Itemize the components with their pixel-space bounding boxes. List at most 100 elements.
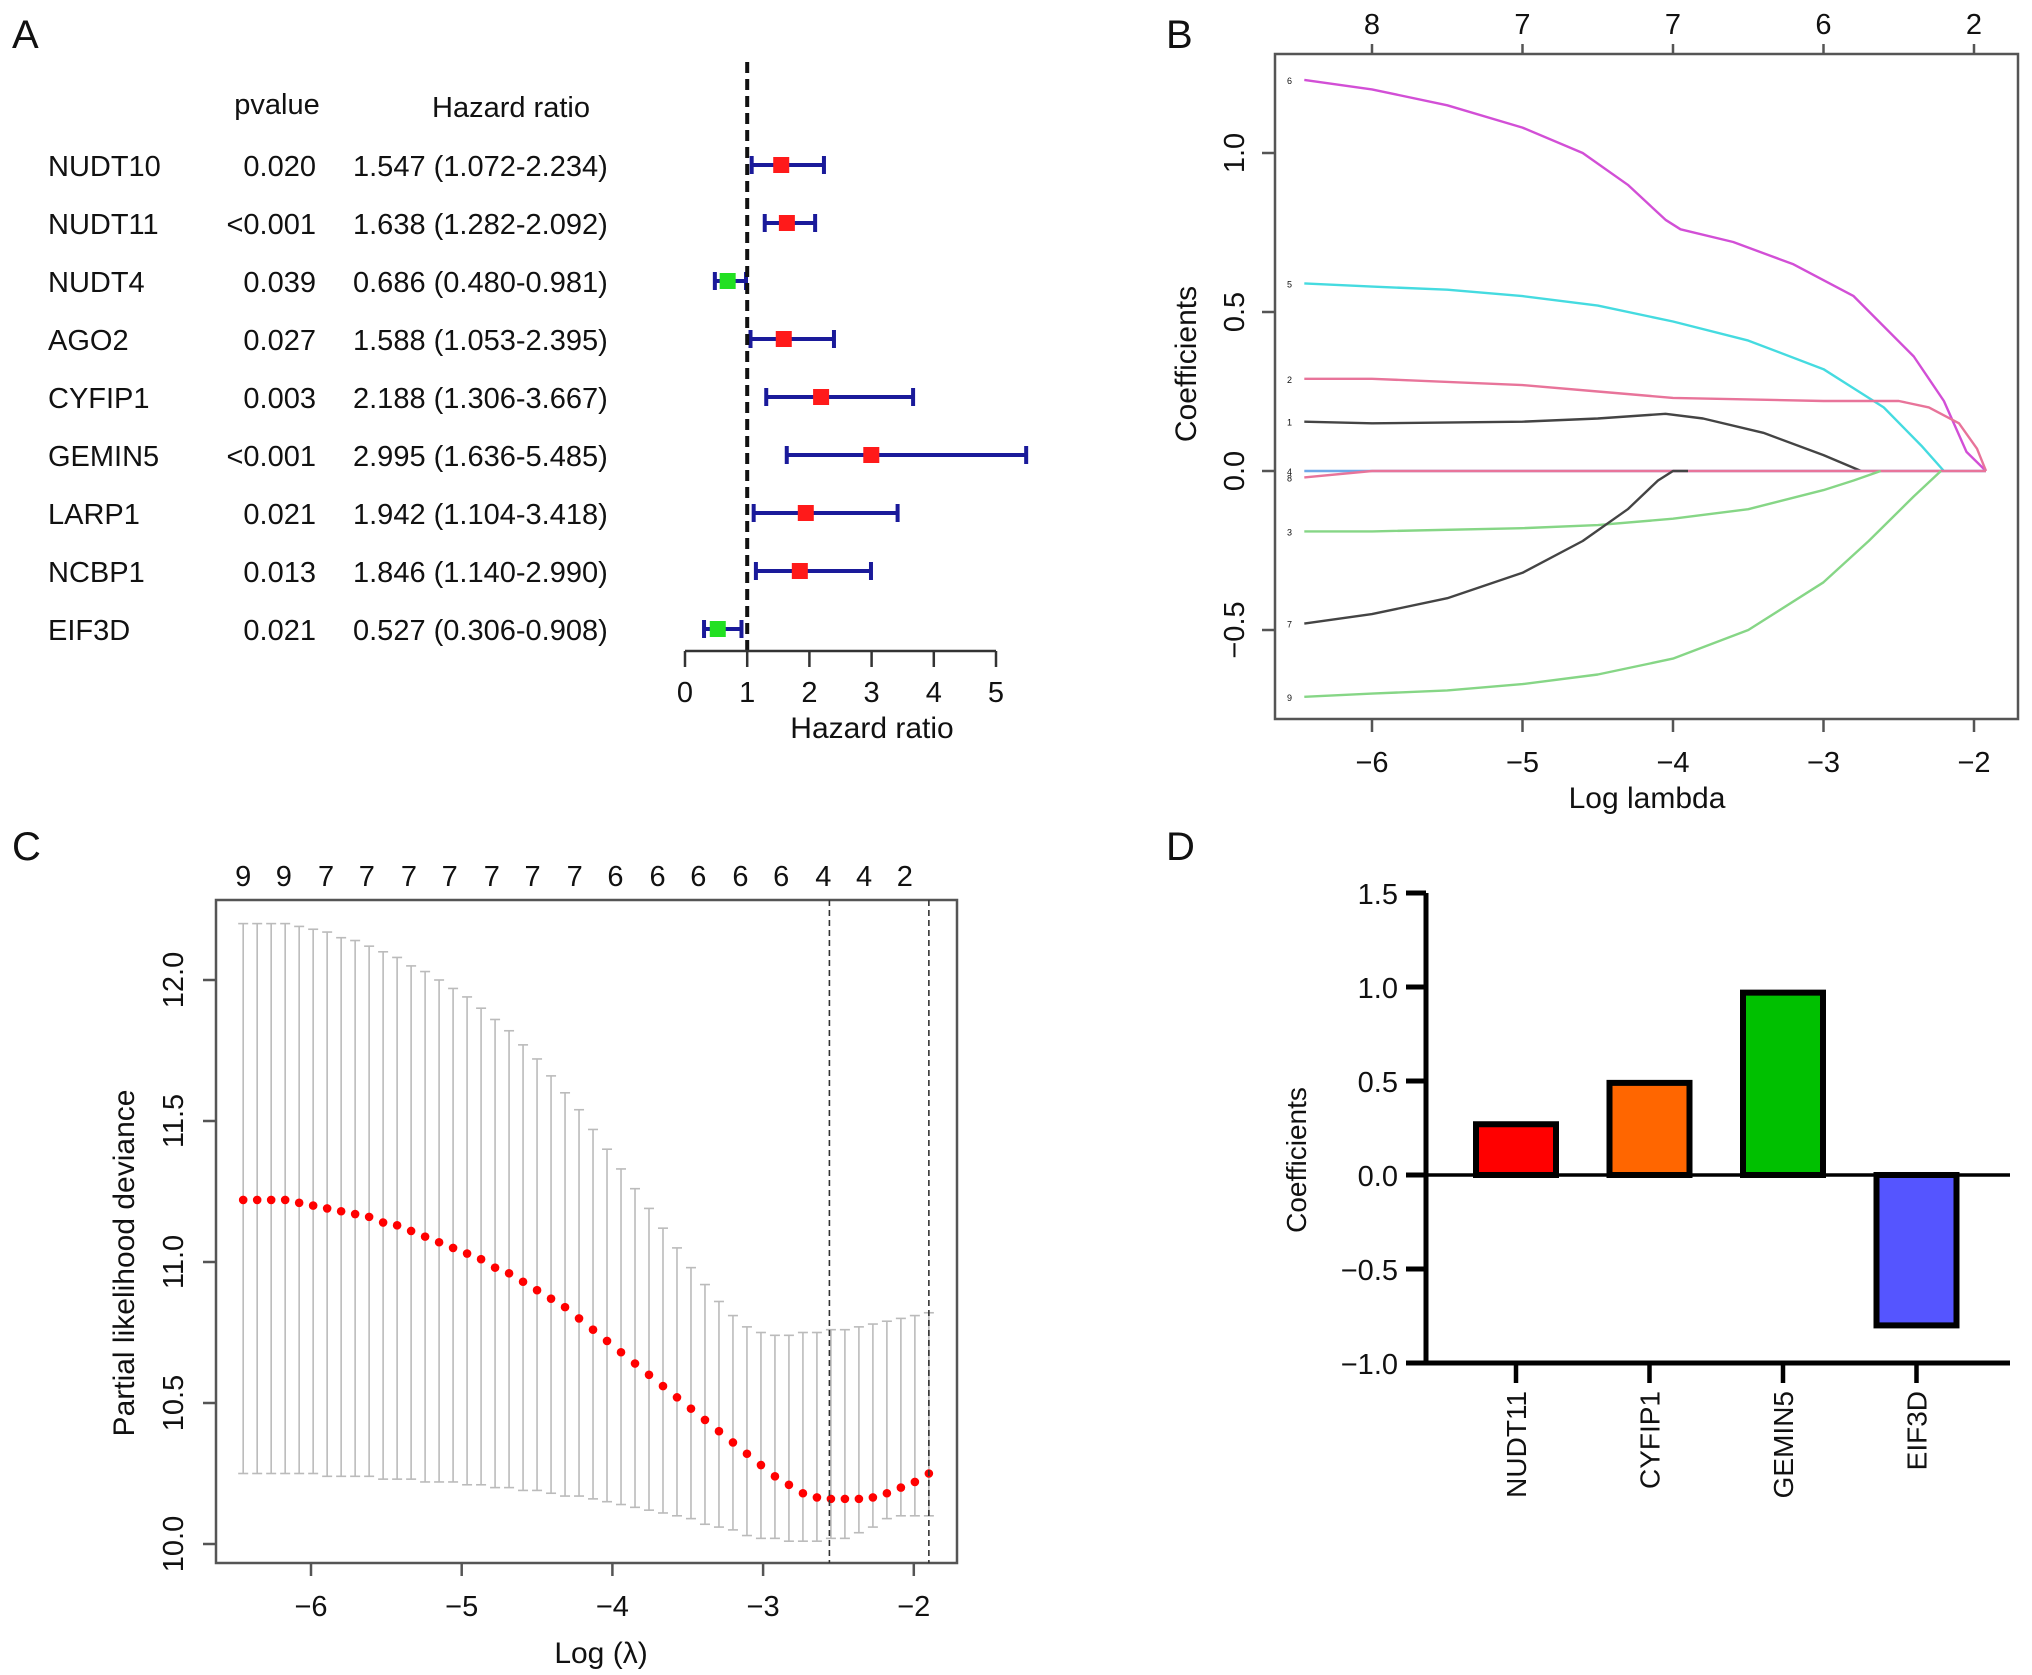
x-tick-label: −5	[445, 1591, 478, 1623]
mean-deviance-point	[616, 1347, 626, 1357]
panel-label-a: A	[12, 13, 39, 57]
pvalue-cell: 0.003	[243, 383, 316, 415]
gene-label: GEMIN5	[48, 441, 159, 473]
path-label: 8	[1287, 473, 1292, 483]
mean-deviance-point	[826, 1494, 836, 1504]
coefficient-path	[1304, 470, 1942, 698]
forest-row: NCBP1 0.013 1.846 (1.140-2.990)	[48, 557, 608, 589]
gene-label: NUDT11	[48, 209, 159, 241]
coefficient-path	[1304, 469, 1986, 479]
cross-validation-panel: −6 −5 −4 −3 −210.010.511.011.512.09 9 7 7 7 7 7 7 7 6…	[108, 861, 959, 1670]
hazard-ratio-header: Hazard ratio	[432, 92, 590, 124]
x-tick-label: −3	[747, 1591, 780, 1623]
path-label: 3	[1287, 527, 1292, 537]
hazard-ratio-cell: 2.995 (1.636-5.485)	[353, 441, 608, 473]
y-tick-label: 11.0	[158, 1235, 190, 1289]
hazard-ratio-cell: 1.846 (1.140-2.990)	[353, 557, 608, 589]
mean-deviance-point	[756, 1460, 766, 1470]
coefficient-path	[1304, 78, 1987, 472]
top-tick-label: 6	[773, 861, 789, 893]
mean-deviance-point	[630, 1359, 640, 1368]
mean-deviance-point	[294, 1198, 304, 1208]
mean-deviance-point	[714, 1426, 724, 1436]
x-tick-label: −2	[1957, 747, 1990, 779]
hazard-ratio-cell: 0.527 (0.306-0.908)	[353, 615, 608, 647]
mean-deviance-point	[504, 1268, 514, 1278]
path-label: 7	[1287, 620, 1292, 630]
top-tick-label: 6	[732, 861, 748, 893]
y-tick-label: 10.5	[158, 1375, 190, 1431]
gene-label: LARP1	[48, 499, 140, 531]
mean-deviance-point	[700, 1415, 710, 1425]
top-tick-label: 7	[484, 861, 500, 893]
forest-plot-panel: pvalue Hazard ratio NUDT10 0.020 1.547 (1.…	[48, 62, 1029, 745]
pvalue-cell: 0.021	[243, 499, 316, 531]
y-axis-title: Coefficients	[1170, 286, 1203, 442]
coefficient-bar	[1606, 1079, 1693, 1179]
mean-deviance-point	[252, 1195, 262, 1205]
hazard-ratio-point	[863, 447, 880, 463]
forest-row: AGO2 0.027 1.588 (1.053-2.395)	[48, 325, 608, 357]
panel-label-d: D	[1166, 825, 1195, 869]
top-tick-label: 7	[1665, 9, 1681, 41]
top-tick-label: 6	[690, 861, 706, 893]
path-label: 4	[1287, 467, 1292, 477]
x-tick-label: 5	[988, 677, 1004, 709]
forest-row: GEMIN5 <0.001 2.995 (1.636-5.485)	[48, 441, 608, 473]
x-tick-label: −4	[1656, 747, 1689, 779]
coefficient-path	[1304, 377, 1988, 472]
mean-deviance-point	[476, 1254, 486, 1264]
hazard-ratio-point	[797, 505, 814, 521]
y-tick-label: 1.0	[1219, 133, 1251, 173]
y-tick-label: −0.5	[1341, 1255, 1398, 1287]
hazard-ratio-point	[709, 621, 726, 637]
top-tick-label: 7	[1514, 9, 1530, 41]
coefficient-bar	[1740, 989, 1826, 1179]
top-tick-label: 6	[607, 861, 623, 893]
y-tick-label: 10.0	[158, 1516, 190, 1572]
x-axis-title: Log (λ)	[554, 1637, 647, 1670]
hazard-ratio-point	[773, 157, 790, 173]
x-tick-label: 1	[739, 677, 755, 709]
mean-deviance-point	[728, 1438, 738, 1447]
y-tick-label: 0.5	[1358, 1067, 1398, 1099]
mean-deviance-point	[770, 1472, 780, 1481]
mean-deviance-point	[896, 1483, 906, 1492]
coefficient-path	[1304, 469, 1882, 533]
mean-deviance-point	[546, 1294, 556, 1303]
pvalue-cell: 0.021	[243, 615, 316, 647]
gene-label: NCBP1	[48, 557, 145, 589]
coefficient-path	[1304, 412, 1862, 473]
coefficient-path	[1304, 469, 1688, 625]
top-tick-label: 7	[567, 861, 583, 893]
hazard-ratio-point	[778, 215, 795, 231]
mean-deviance-point	[420, 1232, 430, 1241]
mean-deviance-point	[336, 1206, 346, 1216]
x-tick-label: −6	[294, 1591, 327, 1623]
mean-deviance-point	[868, 1493, 878, 1502]
coefficient-path	[1304, 282, 1945, 472]
path-label: 5	[1287, 279, 1292, 289]
panel-label-b: B	[1166, 13, 1193, 57]
mean-deviance-point	[574, 1314, 584, 1323]
top-tick-label: 7	[442, 861, 458, 893]
coefficient-bar-panel: −1.0 −0.5 0.0 0.5 1.0 1.5 NUDT11 CYFIP1 GEMIN5 EI…	[1281, 879, 2010, 1498]
pvalue-cell: 0.020	[243, 151, 316, 183]
pvalue-cell: 0.027	[243, 325, 316, 357]
mean-deviance-point	[364, 1212, 374, 1222]
top-tick-label: 6	[1815, 9, 1831, 41]
gene-label: EIF3D	[48, 615, 130, 647]
gene-label: AGO2	[48, 325, 129, 357]
mean-deviance-point	[266, 1195, 276, 1205]
top-tick-label: 9	[235, 861, 251, 893]
x-axis-title: Log lambda	[1569, 782, 1726, 815]
plot-frame	[1273, 52, 2020, 721]
mean-deviance-point	[672, 1393, 682, 1402]
gene-label: NUDT10	[48, 151, 161, 183]
plot-frame	[214, 898, 959, 1565]
top-tick-label: 6	[650, 861, 666, 893]
panel-label-c: C	[12, 825, 41, 869]
mean-deviance-point	[658, 1381, 668, 1391]
